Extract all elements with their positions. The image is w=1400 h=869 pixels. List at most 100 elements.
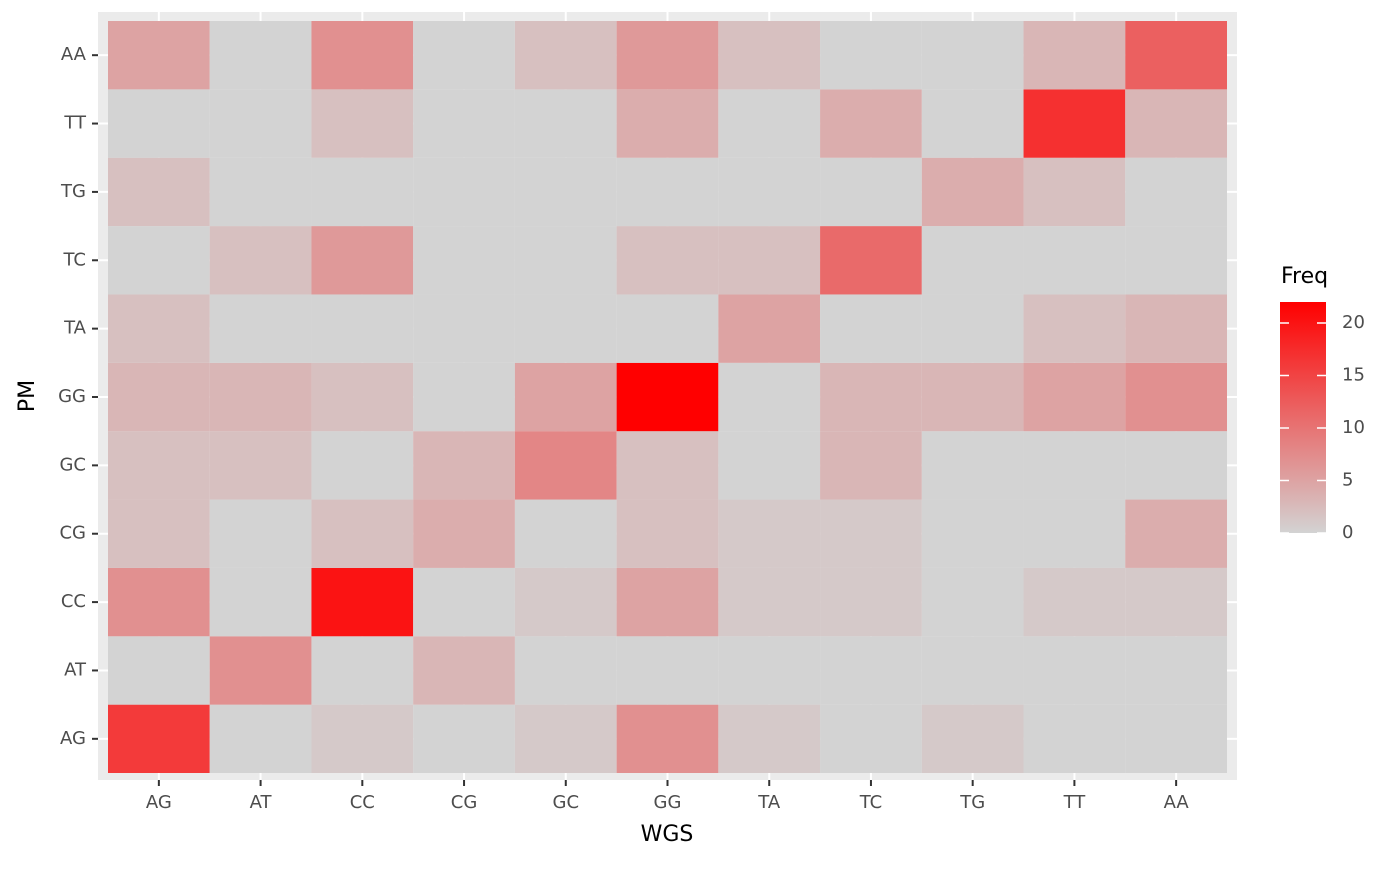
heatmap-cell bbox=[921, 499, 1024, 568]
heatmap-cell bbox=[1023, 157, 1126, 227]
heatmap-cell bbox=[1023, 362, 1126, 432]
heatmap-cell bbox=[311, 157, 414, 227]
x-tick-label: AG bbox=[146, 792, 172, 813]
heatmap-cell bbox=[820, 431, 922, 500]
heatmap-cell bbox=[108, 704, 210, 773]
heatmap-cell bbox=[1125, 294, 1227, 363]
heatmap-cell bbox=[514, 294, 617, 363]
colorbar-tick-label: 20 bbox=[1342, 312, 1365, 333]
heatmap-cell bbox=[1125, 21, 1227, 90]
x-tick-label: TC bbox=[859, 792, 883, 813]
heatmap-cell bbox=[921, 294, 1024, 363]
heatmap-cell bbox=[1125, 704, 1227, 773]
x-tick-label: AT bbox=[250, 792, 273, 813]
heatmap-cell bbox=[413, 89, 515, 158]
heatmap-cell bbox=[514, 567, 617, 637]
heatmap-cell bbox=[108, 226, 210, 295]
heatmap-cell bbox=[718, 431, 821, 500]
heatmap-cell bbox=[311, 21, 414, 90]
heatmap-cell bbox=[1023, 21, 1126, 90]
heatmap-cell bbox=[1125, 431, 1227, 500]
heatmap-cell bbox=[514, 157, 617, 227]
y-tick-label: TG bbox=[60, 181, 86, 202]
heatmap-cell bbox=[1023, 294, 1126, 363]
heatmap-cell bbox=[108, 157, 210, 227]
heatmap-cell bbox=[1125, 636, 1227, 705]
heatmap-cell bbox=[209, 704, 312, 773]
heatmap-cell bbox=[413, 21, 515, 90]
heatmap-cell bbox=[820, 226, 922, 295]
y-tick-label: AG bbox=[60, 728, 86, 749]
x-tick-label: CG bbox=[451, 792, 478, 813]
heatmap-cell bbox=[311, 704, 414, 773]
x-tick-label: TA bbox=[757, 792, 781, 813]
heatmap-cell bbox=[514, 21, 617, 90]
heatmap-cell bbox=[1023, 499, 1126, 568]
heatmap-cell bbox=[413, 294, 515, 363]
heatmap-cell bbox=[108, 431, 210, 500]
y-tick-label: TT bbox=[63, 113, 87, 134]
heatmap-cell bbox=[209, 157, 312, 227]
heatmap-cell bbox=[311, 226, 414, 295]
heatmap-cell bbox=[718, 294, 821, 363]
heatmap-cell bbox=[921, 21, 1024, 90]
heatmap-cell bbox=[108, 294, 210, 363]
heatmap-cell bbox=[311, 636, 414, 705]
heatmap-cell bbox=[1023, 567, 1126, 637]
heatmap-cell bbox=[311, 431, 414, 500]
heatmap-cell bbox=[921, 704, 1024, 773]
heatmap-cell bbox=[820, 89, 922, 158]
heatmap-cell bbox=[921, 567, 1024, 637]
colorbar-tick-label: 10 bbox=[1342, 417, 1365, 438]
colorbar-tick-label: 15 bbox=[1342, 365, 1365, 386]
heatmap-cell bbox=[108, 21, 210, 90]
heatmap-cell bbox=[311, 89, 414, 158]
heatmap-cell bbox=[921, 89, 1024, 158]
heatmap-cell bbox=[1023, 636, 1126, 705]
heatmap-cell bbox=[209, 21, 312, 90]
heatmap-cell bbox=[921, 362, 1024, 432]
heatmap-cell bbox=[616, 567, 719, 637]
heatmap-cell bbox=[616, 362, 719, 432]
heatmap-cell bbox=[1125, 89, 1227, 158]
y-tick-label: GC bbox=[59, 454, 86, 475]
heatmap-cell bbox=[1023, 431, 1126, 500]
heatmap-cell bbox=[108, 499, 210, 568]
heatmap-cell bbox=[209, 294, 312, 363]
heatmap-cell bbox=[718, 499, 821, 568]
heatmap-cell bbox=[820, 704, 922, 773]
heatmap-cell bbox=[311, 362, 414, 432]
heatmap-cell bbox=[413, 499, 515, 568]
heatmap-cell bbox=[718, 362, 821, 432]
heatmap-cell bbox=[1125, 157, 1227, 227]
heatmap-cell bbox=[1125, 226, 1227, 295]
heatmap-cell bbox=[413, 157, 515, 227]
heatmap-cell bbox=[514, 89, 617, 158]
x-tick-label: GG bbox=[654, 792, 682, 813]
heatmap-cell bbox=[616, 499, 719, 568]
heatmap-cell bbox=[1023, 226, 1126, 295]
x-tick-label: TT bbox=[1063, 792, 1087, 813]
heatmap-cell bbox=[820, 567, 922, 637]
heatmap-cell bbox=[616, 157, 719, 227]
x-tick-label: TG bbox=[959, 792, 985, 813]
heatmap-cell bbox=[820, 21, 922, 90]
heatmap-cell bbox=[820, 636, 922, 705]
heatmap-cell bbox=[514, 431, 617, 500]
colorbar-tick-label: 5 bbox=[1342, 470, 1353, 491]
heatmap-cell bbox=[820, 362, 922, 432]
y-tick-label: AT bbox=[64, 659, 87, 680]
heatmap-cell bbox=[311, 294, 414, 363]
heatmap-cell bbox=[209, 431, 312, 500]
heatmap-cell bbox=[718, 89, 821, 158]
x-axis-title: WGS bbox=[641, 822, 694, 847]
legend-title: Freq bbox=[1281, 264, 1328, 289]
heatmap-cell bbox=[514, 362, 617, 432]
heatmap-cell bbox=[514, 226, 617, 295]
heatmap-cell bbox=[1125, 499, 1227, 568]
heatmap-cell bbox=[1125, 362, 1227, 432]
colorbar-tick-label: 0 bbox=[1342, 522, 1353, 543]
heatmap-cell bbox=[921, 226, 1024, 295]
heatmap-cell bbox=[514, 499, 617, 568]
